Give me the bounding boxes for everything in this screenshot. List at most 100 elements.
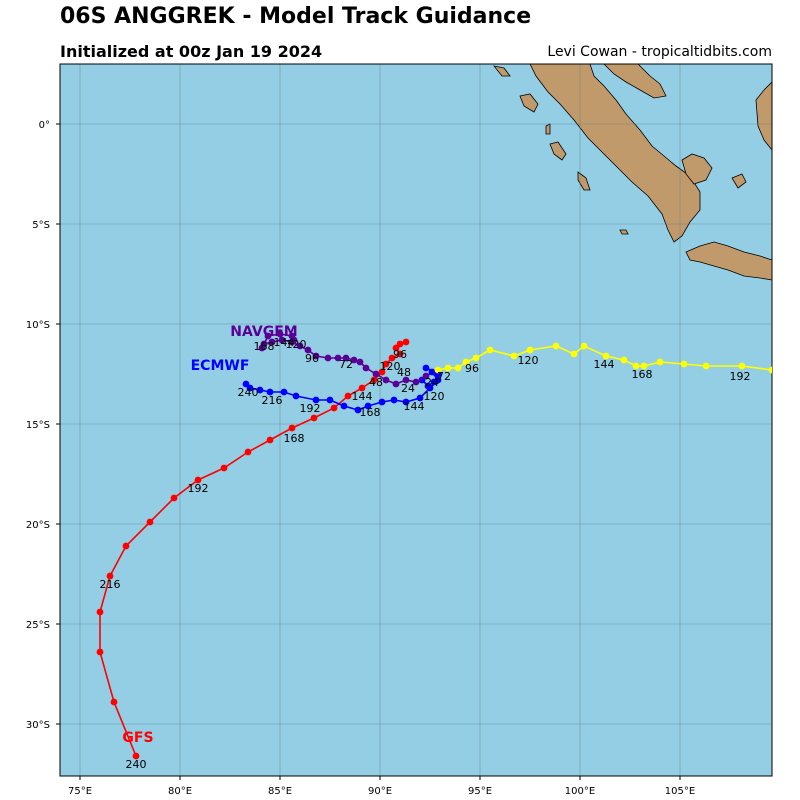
x-tick-label: 100°E [565,786,595,797]
ecmwf-track-point [326,396,334,404]
hour-label: 48 [397,366,411,379]
map-frame [59,63,773,777]
ecmwf-track-point [280,388,288,396]
ecmwf-hour-label: 168 [360,406,381,419]
gfs-hour-label: 216 [100,578,121,591]
navgem-track-point [264,332,272,340]
graticule [60,64,772,776]
unlabeled-track-point [552,342,560,350]
gfs-track-point [220,464,228,472]
navgem-track-point [268,338,276,346]
ecmwf-hour-label: 120 [424,390,445,403]
y-tick-label: 0° [39,120,50,131]
x-tick-label: 95°E [468,786,492,797]
navgem-track-point [402,376,410,384]
borneo-landmass [755,81,772,151]
ecmwf-track-point [426,384,434,392]
unlabeled-track-point [510,352,518,360]
gfs-track-point [310,414,318,422]
model-tracks [96,330,772,760]
navgem-hour-label: 168 [254,340,275,353]
x-tick-label: 85°E [268,786,292,797]
unlabeled-track-point [632,362,640,370]
unlabeled-track [434,342,772,374]
sumatra-landmass [529,64,701,243]
hour-label: 96 [393,348,407,361]
ecmwf-hour-label: 144 [404,400,425,413]
unlabeled-track-point [640,362,648,370]
gfs-track [96,338,410,760]
navgem-hour-label: 24 [401,382,415,395]
navgem-track-point [276,330,284,338]
unlabeled-track-point [602,352,610,360]
navgem-hour-label: 144 [274,336,295,349]
navgem-hour-label: 96 [305,352,319,365]
ecmwf-track-point [354,406,362,414]
y-tick-label: 10°S [26,320,50,331]
unlabeled-track-point [738,362,746,370]
y-tick-label: 15°S [26,420,50,431]
navgem-track-point [278,336,286,344]
navgem-track-point [350,356,358,364]
gfs-track-point [266,436,274,444]
ecmwf-track-point [390,396,398,404]
navgem-track-point [290,336,298,344]
gfs-track-point [146,518,154,526]
ecmwf-track-point [266,388,274,396]
x-tick-label: 80°E [168,786,192,797]
ecmwf-track-point [402,398,410,406]
unlabeled-track-point [444,364,452,372]
navgem-track-point [382,376,390,384]
gfs-track-point [288,424,296,432]
unlabeled-track-point [454,364,462,372]
credit-text: Levi Cowan - tropicaltidbits.com [547,44,772,60]
gfs-model-label: GFS [122,730,153,746]
hour-label: 24 [425,376,439,389]
ecmwf-track-point [378,398,386,406]
navgem-track-point [324,354,332,362]
unlabeled-track-point [472,354,480,362]
unlabeled-hour-label: 120 [518,354,539,367]
ecmwf-model-label: ECMWF [191,358,250,374]
gfs-track-point [370,376,378,384]
navgem-track-point [356,358,364,366]
navgem-track-point [296,342,304,350]
navgem-hour-label: 120 [286,338,307,351]
java-landmass [685,241,772,281]
island-1 [519,93,539,113]
navgem-track-point [334,354,342,362]
ecmwf-track [242,364,442,414]
island-2 [549,141,567,161]
gfs-hour-label: 240 [126,758,147,771]
ecmwf-track-point [416,394,424,402]
ecmwf-hour-label: 240 [238,386,259,399]
gfs-track-point [358,384,366,392]
gfs-track-point [392,344,400,352]
ecmwf-hour-label: 216 [262,394,283,407]
gfs-track-point [402,338,410,346]
gfs-track-point [396,350,404,358]
ecmwf-track-point [340,402,348,410]
ecmwf-track-point [428,368,436,376]
ecmwf-track-point [434,376,442,384]
gfs-track-point [96,648,104,656]
axis-labels: 75°E 80°E 85°E 90°E 95°E 100°E 105°E 0° 5°S 10°S 1… [26,120,695,797]
navgem-track-point [304,346,312,354]
navgem-track-point [422,372,430,380]
gfs-track-point [378,368,386,376]
navgem-model-label: NAVGEM [230,324,297,340]
gfs-track-point [382,360,390,368]
unlabeled-track-point [768,366,772,374]
gfs-track-point [132,752,140,760]
unlabeled-hour-label: 96 [465,362,479,375]
navgem-track-point [412,378,420,386]
page-title: 06S ANGGREK - Model Track Guidance [60,4,532,29]
unlabeled-hour-label: 144 [594,358,615,371]
unlabeled-track-point [580,342,588,350]
gfs-track-point [106,572,114,580]
unlabeled-track-point [570,350,578,358]
track-labels: 120168192216240GFS120144144168192216240E… [100,324,751,771]
malay-peninsula-landmass [603,64,667,99]
island-4 [493,65,511,77]
